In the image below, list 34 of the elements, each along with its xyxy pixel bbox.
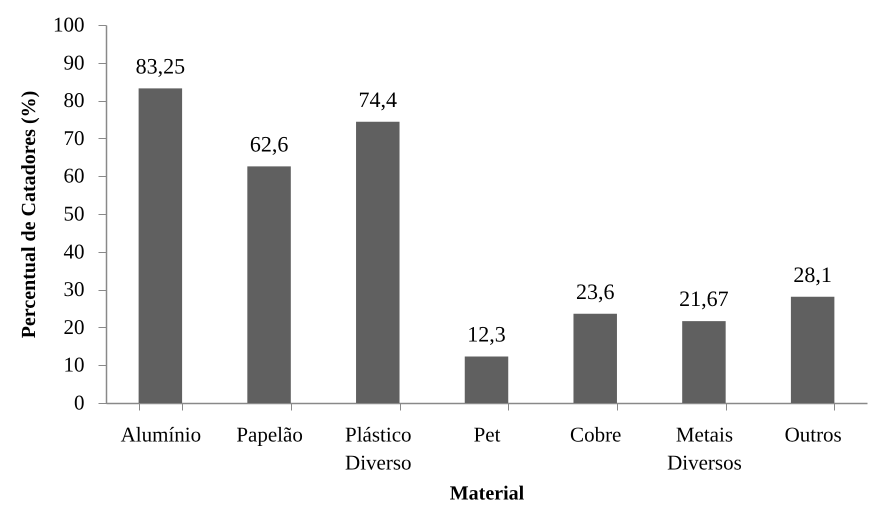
- bar: [247, 166, 291, 403]
- x-tick-label: Cobre: [570, 422, 622, 446]
- data-label: 74,4: [358, 86, 398, 112]
- x-axis-title: Material: [450, 482, 525, 504]
- data-label: 21,67: [679, 286, 729, 312]
- data-label: 12,3: [467, 322, 506, 347]
- x-tick-label: Alumínio: [120, 422, 202, 446]
- x-tick-label: Papelão: [236, 422, 303, 446]
- bar: [573, 314, 617, 403]
- data-label: 62,6: [250, 131, 288, 156]
- y-tick-label: 70: [64, 126, 84, 150]
- y-tick-label: 40: [64, 239, 84, 264]
- y-tick-label: 60: [64, 164, 84, 188]
- y-axis-title: Percentual de Catadores (%): [18, 90, 40, 338]
- data-label: 28,1: [793, 262, 832, 287]
- bar: [138, 88, 182, 403]
- y-tick-label: 90: [64, 50, 84, 74]
- x-tick-label: Metais Diversos: [667, 422, 742, 474]
- bar: [790, 296, 834, 403]
- y-tick-label: 0: [74, 390, 84, 414]
- y-tick-label: 30: [64, 277, 84, 302]
- x-tick-label: Pet: [474, 422, 501, 446]
- data-label: 83,25: [136, 53, 186, 78]
- data-label: 23,6: [576, 278, 614, 304]
- bar: [356, 122, 400, 403]
- y-tick-label: 10: [64, 352, 84, 377]
- bar: [682, 321, 726, 403]
- bar: [464, 356, 508, 403]
- y-tick-label: 50: [64, 202, 84, 226]
- y-tick-label: 100: [53, 12, 84, 36]
- y-tick-label: 80: [64, 88, 84, 112]
- x-tick-label: Outros: [784, 422, 842, 446]
- y-tick-label: 20: [64, 314, 84, 339]
- x-tick-label: Plástico Diverso: [345, 422, 412, 474]
